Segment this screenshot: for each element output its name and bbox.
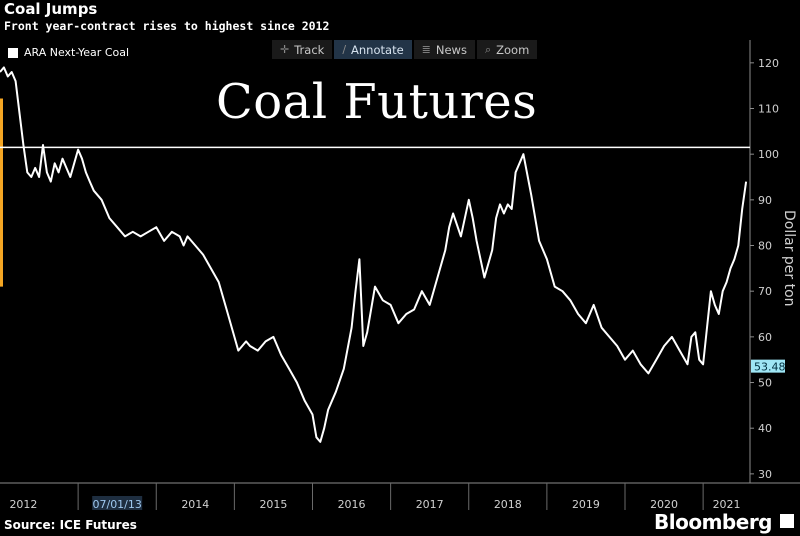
y-axis: 30 40 50 60 70 80 90 100 110 120 Dollar per ton 53.… xyxy=(749,40,797,483)
x-tick-label: 2015 xyxy=(259,498,287,511)
news-icon: ≣ xyxy=(421,43,431,56)
y-tick-label: 70 xyxy=(758,285,772,298)
x-tick-label: 2012 xyxy=(9,498,37,511)
series-line xyxy=(0,66,748,443)
y-axis-title: Dollar per ton xyxy=(781,210,797,307)
x-tick-label: 2016 xyxy=(338,498,366,511)
x-tick-highlight xyxy=(92,496,143,510)
y-tick-label: 50 xyxy=(758,377,772,390)
y-tick-label: 30 xyxy=(758,468,772,481)
y-tick-label: 110 xyxy=(758,103,779,116)
chart-watermark: Coal Futures xyxy=(216,74,538,130)
y-tick-label: 90 xyxy=(758,194,772,207)
annotate-button[interactable]: ∕ Annotate xyxy=(334,40,412,59)
crosshair-icon: ✛ xyxy=(280,43,290,56)
x-tick-label: 2019 xyxy=(572,498,600,511)
grid-layer xyxy=(0,98,3,287)
series-layer xyxy=(0,66,750,443)
range-marker xyxy=(0,98,3,287)
zoom-label: Zoom xyxy=(496,42,530,57)
track-button[interactable]: ✛ Track xyxy=(272,40,333,59)
chart-title: Coal Jumps xyxy=(4,0,98,18)
chart-toolbar: ✛ Track ∕ Annotate ≣ News ⌕ Zoom xyxy=(272,40,538,59)
legend[interactable]: ARA Next-Year Coal xyxy=(8,46,129,59)
y-tick-label: 80 xyxy=(758,240,772,253)
y-tick-label: 100 xyxy=(758,148,779,161)
magnifier-icon: ⌕ xyxy=(484,42,492,56)
zoom-button[interactable]: ⌕ Zoom xyxy=(476,40,538,59)
x-tick-label: 2018 xyxy=(494,498,522,511)
y-tick-label: 60 xyxy=(758,331,772,344)
annotate-label: Annotate xyxy=(351,42,404,57)
bloomberg-terminal-icon xyxy=(780,514,794,528)
pencil-icon: ∕ xyxy=(342,43,347,56)
y-tick-label: 40 xyxy=(758,422,772,435)
legend-swatch xyxy=(8,47,18,58)
bloomberg-logo: Bloomberg xyxy=(654,510,772,534)
x-tick-label: 2014 xyxy=(181,498,209,511)
value-tag-label: 53.48 xyxy=(754,361,786,374)
source-note: Source: ICE Futures xyxy=(4,518,137,532)
y-tick-label: 120 xyxy=(758,57,779,70)
x-tick-label: 2021 xyxy=(713,498,741,511)
chart-subtitle: Front year-contract rises to highest sin… xyxy=(4,19,330,33)
x-tick-label: 2017 xyxy=(416,498,444,511)
news-label: News xyxy=(435,42,467,57)
legend-label: ARA Next-Year Coal xyxy=(24,46,130,59)
value-tag xyxy=(751,359,785,373)
x-tick-label: 07/01/13 xyxy=(92,498,141,511)
track-label: Track xyxy=(294,42,325,57)
x-tick-label: 2020 xyxy=(650,498,678,511)
x-axis: 2012 07/01/13 2014 2015 2016 2017 2018 2019 2020… xyxy=(0,482,800,511)
news-button[interactable]: ≣ News xyxy=(413,40,475,59)
